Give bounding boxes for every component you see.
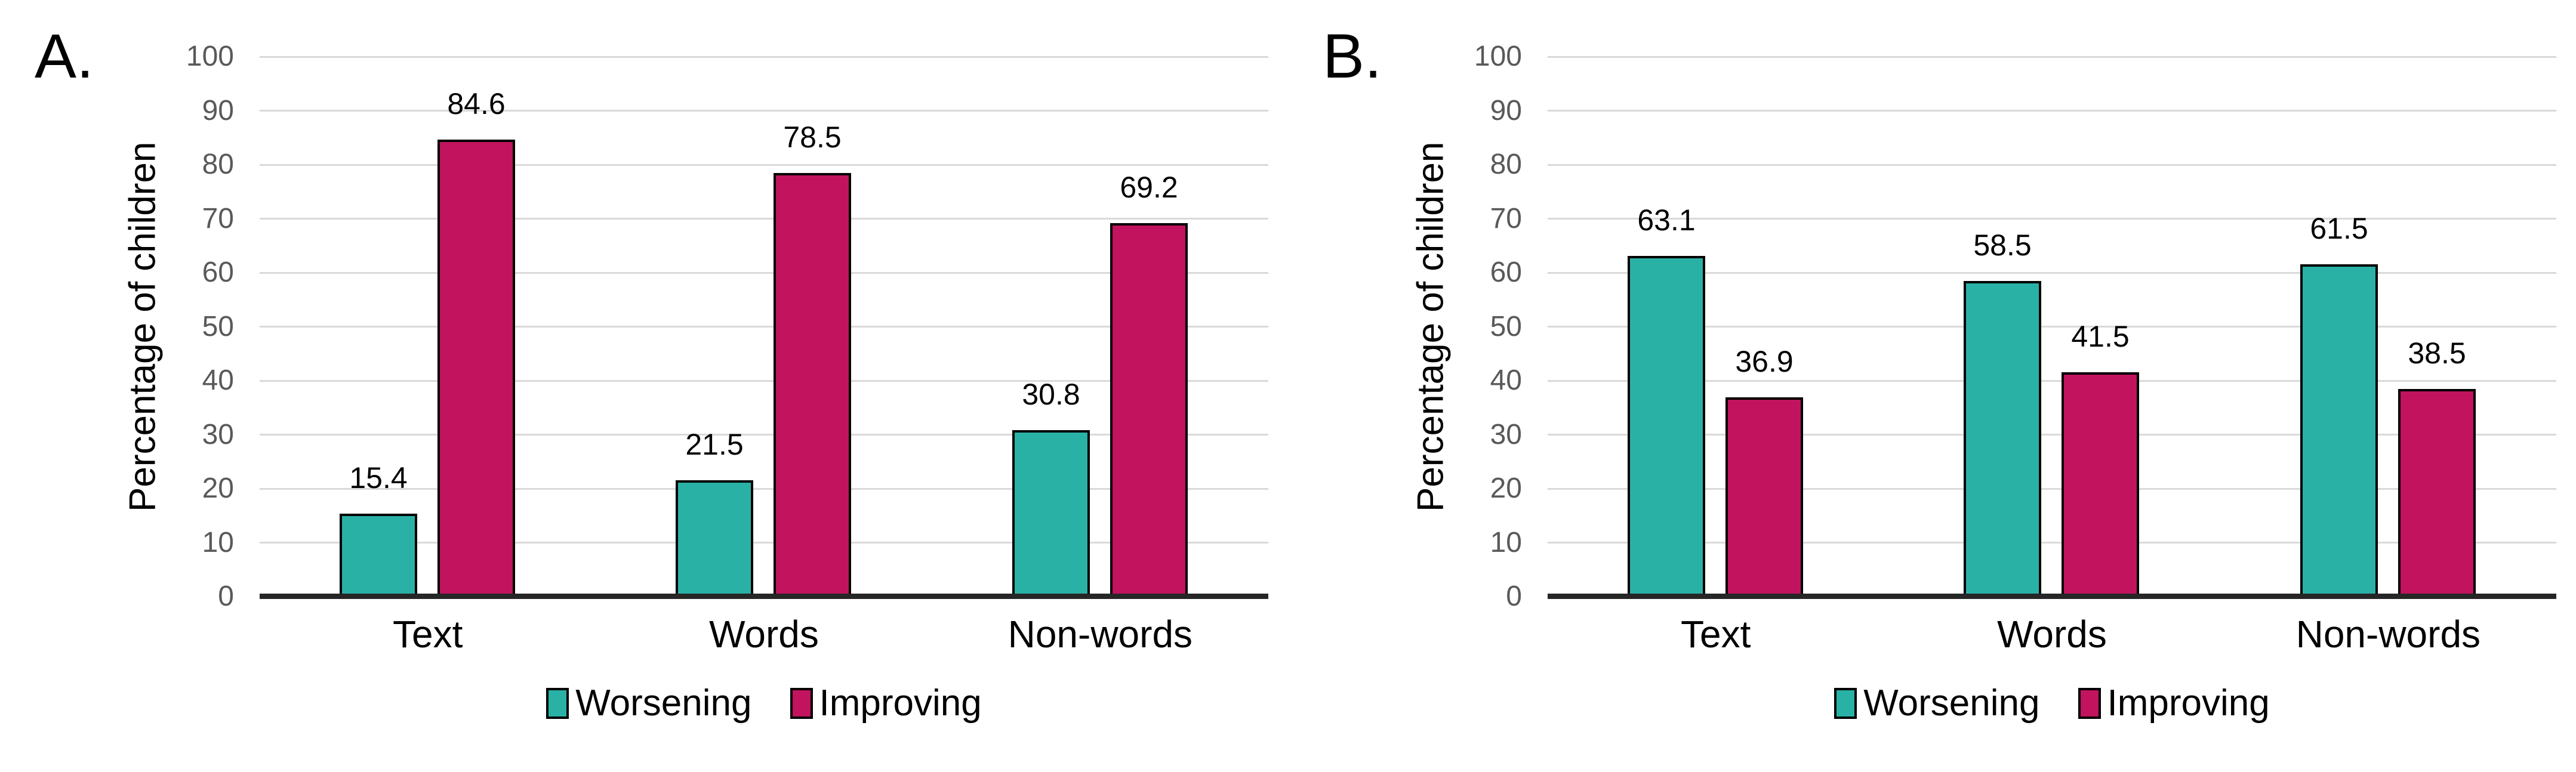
gridline-60 — [1548, 271, 2556, 274]
y-tick-label-70: 70 — [1490, 202, 1522, 234]
bar-improving-text — [1725, 397, 1803, 597]
legend-marker-worsening-icon — [546, 688, 569, 719]
value-label-improving-non-words: 38.5 — [2408, 336, 2466, 370]
panel-b-x-axis-labels: Text Words Non-words — [1548, 613, 2556, 656]
panel-a: A. Percentage of children 0 10 20 30 40 50 60 7… — [0, 21, 1268, 722]
gridline-90 — [260, 110, 1268, 112]
gridline-70 — [1548, 218, 2556, 220]
y-tick-label-40: 40 — [1490, 365, 1522, 396]
bar-improving-words — [2062, 372, 2139, 597]
legend-marker-improving-icon — [790, 688, 813, 719]
panel-a-x-axis-labels: Text Words Non-words — [260, 613, 1268, 656]
gridline-30 — [260, 434, 1268, 436]
y-tick-label-20: 20 — [1490, 473, 1522, 504]
category-label-non-words: Non-words — [2295, 613, 2481, 656]
legend-item-improving: Improving — [790, 685, 982, 722]
bar-improving-non-words — [1110, 223, 1188, 597]
bar-worsening-non-words — [2300, 264, 2378, 597]
bar-worsening-text — [1628, 256, 1705, 597]
x-axis-line — [260, 594, 1268, 599]
y-tick-label-90: 90 — [1490, 94, 1522, 126]
y-tick-label-0: 0 — [218, 580, 234, 612]
gridline-60 — [260, 271, 1268, 274]
value-label-improving-text: 84.6 — [447, 87, 506, 121]
gridline-20 — [260, 487, 1268, 490]
gridline-50 — [260, 326, 1268, 328]
bar-improving-non-words — [2398, 389, 2476, 597]
y-tick-label-30: 30 — [202, 418, 234, 450]
y-tick-label-10: 10 — [1490, 526, 1522, 558]
gridline-30 — [1548, 434, 2556, 436]
y-tick-label-50: 50 — [1490, 310, 1522, 342]
legend-label-improving: Improving — [2107, 683, 2270, 724]
y-tick-label-50: 50 — [202, 310, 234, 342]
bar-worsening-words — [676, 480, 753, 597]
panel-b-plot-area: 63.1 36.9 58.5 41.5 61.5 38.5 — [1548, 55, 2556, 599]
legend-label-worsening: Worsening — [575, 683, 752, 724]
gridline-20 — [1548, 487, 2556, 490]
y-tick-label-20: 20 — [202, 473, 234, 504]
bar-worsening-text — [340, 514, 417, 597]
gridline-10 — [1548, 542, 2556, 544]
bar-worsening-non-words — [1012, 430, 1090, 597]
category-label-text: Text — [1680, 613, 1751, 656]
category-label-words: Words — [709, 613, 819, 656]
panel-b-legend: Worsening Improving — [1548, 685, 2556, 722]
panel-b: B. Percentage of children 0 10 20 30 40 50 60 7… — [1288, 0, 2576, 772]
legend-label-improving: Improving — [819, 683, 982, 724]
bar-improving-words — [774, 173, 851, 597]
legend-label-worsening: Worsening — [1863, 683, 2040, 724]
category-label-text: Text — [392, 613, 463, 656]
panel-a-label: A. — [35, 21, 94, 91]
gridline-70 — [260, 218, 1268, 220]
y-tick-label-60: 60 — [1490, 257, 1522, 288]
bar-improving-text — [437, 140, 515, 597]
legend-item-worsening: Worsening — [546, 683, 752, 724]
value-label-improving-words: 78.5 — [783, 121, 842, 154]
value-label-worsening-words: 21.5 — [685, 428, 744, 461]
value-label-worsening-text: 15.4 — [349, 461, 408, 495]
y-tick-label-60: 60 — [202, 257, 234, 288]
category-label-words: Words — [1997, 613, 2107, 656]
gridline-10 — [260, 542, 1268, 544]
legend-item-improving: Improving — [2078, 685, 2270, 722]
y-tick-label-90: 90 — [202, 94, 234, 126]
gridline-40 — [1548, 379, 2556, 382]
value-label-worsening-non-words: 61.5 — [2310, 212, 2368, 245]
gridline-100 — [260, 55, 1268, 58]
value-label-improving-non-words: 69.2 — [1120, 171, 1178, 204]
value-label-improving-text: 36.9 — [1735, 345, 1794, 378]
y-tick-label-80: 80 — [202, 149, 234, 180]
legend-item-worsening: Worsening — [1834, 683, 2040, 724]
category-label-non-words: Non-words — [1007, 613, 1193, 656]
legend-marker-improving-icon — [2078, 688, 2101, 719]
value-label-worsening-words: 58.5 — [1973, 228, 2032, 262]
y-tick-label-40: 40 — [202, 365, 234, 396]
gridline-80 — [1548, 163, 2556, 166]
bar-worsening-words — [1964, 281, 2041, 597]
gridline-90 — [1548, 110, 2556, 112]
panel-b-label: B. — [1323, 21, 1382, 91]
y-tick-label-10: 10 — [202, 526, 234, 558]
x-axis-line — [1548, 594, 2556, 599]
panel-a-legend: Worsening Improving — [260, 685, 1268, 722]
y-tick-label-30: 30 — [1490, 418, 1522, 450]
gridline-80 — [260, 163, 1268, 166]
panel-a-y-axis-ticks: 0 10 20 30 40 50 60 70 80 90 100 — [0, 42, 234, 611]
panel-b-y-axis-ticks: 0 10 20 30 40 50 60 70 80 90 100 — [1288, 42, 1522, 611]
legend-marker-worsening-icon — [1834, 688, 1857, 719]
gridline-100 — [1548, 55, 2556, 58]
y-tick-label-100: 100 — [1474, 41, 1522, 72]
gridline-50 — [1548, 326, 2556, 328]
value-label-worsening-non-words: 30.8 — [1022, 378, 1080, 411]
panel-a-plot-area: 15.4 84.6 21.5 78.5 30.8 69.2 — [260, 55, 1268, 599]
y-tick-label-70: 70 — [202, 202, 234, 234]
value-label-improving-words: 41.5 — [2071, 320, 2130, 353]
y-tick-label-0: 0 — [1506, 580, 1522, 612]
value-label-worsening-text: 63.1 — [1637, 203, 1696, 237]
y-tick-label-100: 100 — [186, 41, 234, 72]
y-tick-label-80: 80 — [1490, 149, 1522, 180]
gridline-40 — [260, 379, 1268, 382]
